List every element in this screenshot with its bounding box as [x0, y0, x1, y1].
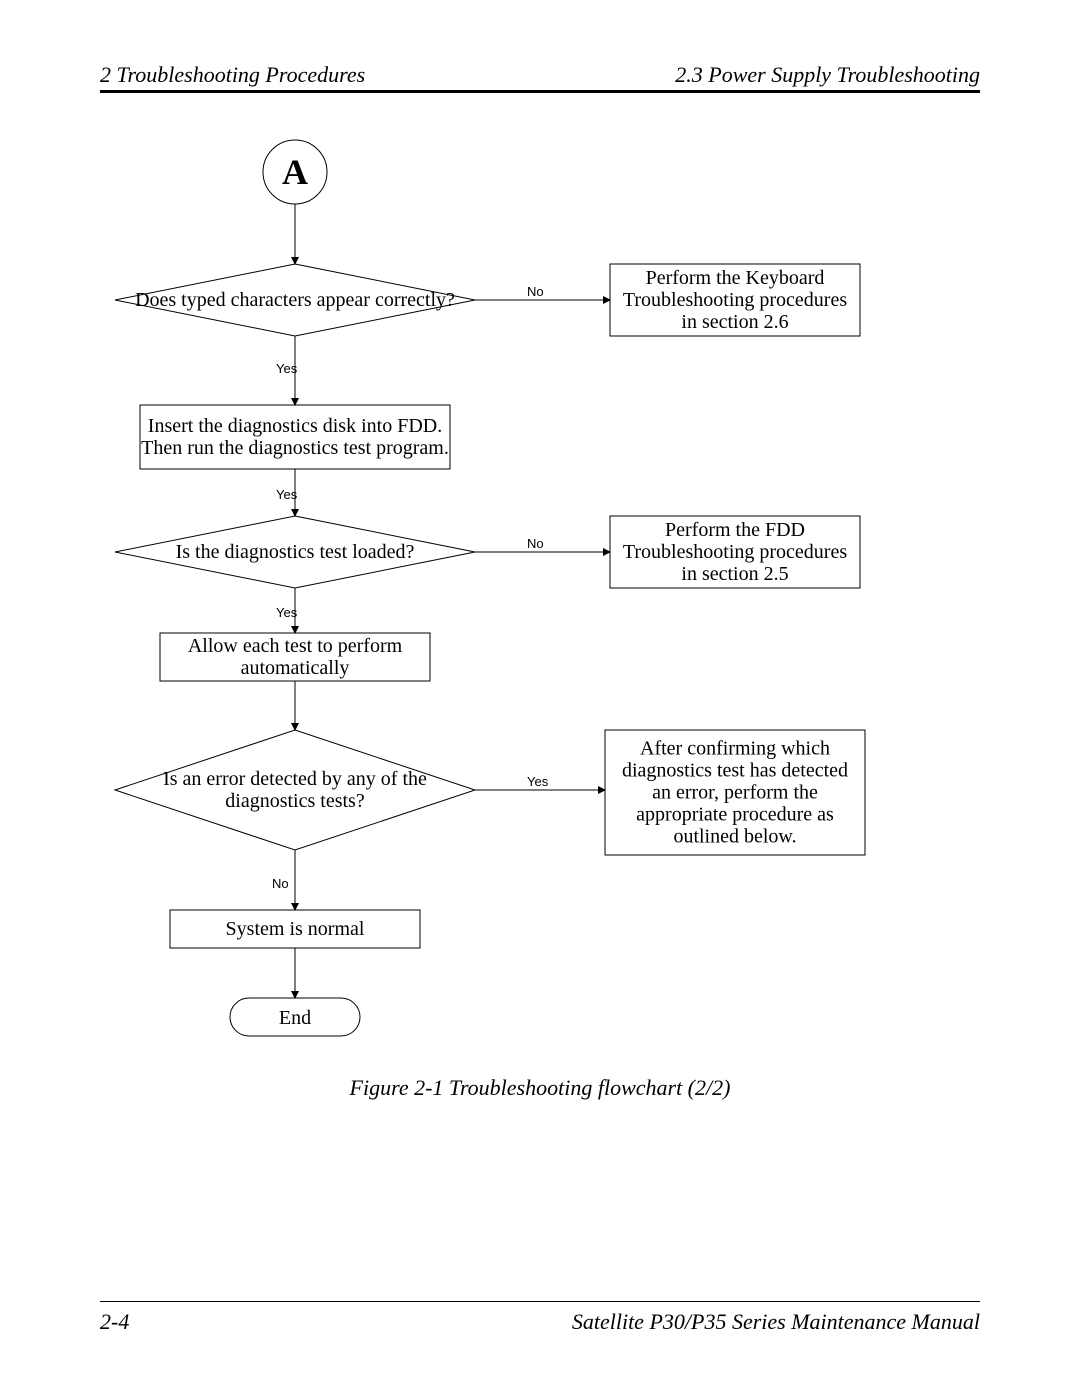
page: 2 Troubleshooting Procedures 2.3 Power S… [0, 0, 1080, 1397]
process-r3-text: appropriate procedure as [636, 804, 834, 826]
decision-d3-text: diagnostics tests? [225, 790, 365, 812]
process-p3-text: System is normal [226, 918, 365, 940]
edge-3-label: Yes [276, 605, 298, 620]
process-r2-text: in section 2.5 [681, 563, 788, 585]
process-p1-text: Then run the diagnostics test program. [141, 437, 449, 459]
edge-2-label: Yes [276, 487, 298, 502]
process-r3-text: diagnostics test has detected [622, 760, 848, 782]
page-header: 2 Troubleshooting Procedures 2.3 Power S… [100, 62, 980, 88]
edge-1-label: Yes [276, 361, 298, 376]
connector-a-label: A [282, 152, 308, 192]
process-r3-text: After confirming which [640, 738, 830, 760]
header-left: 2 Troubleshooting Procedures [100, 62, 365, 88]
decision-d3-text: Is an error detected by any of the [163, 768, 427, 790]
decision-d1-text: Does typed characters appear correctly? [135, 289, 455, 311]
header-right: 2.3 Power Supply Troubleshooting [675, 62, 980, 88]
figure-caption: Figure 2-1 Troubleshooting flowchart (2/… [0, 1075, 1080, 1101]
terminator-end-text: End [279, 1007, 311, 1029]
decision-d2-text: Is the diagnostics test loaded? [176, 541, 415, 563]
process-r2-text: Troubleshooting procedures [623, 541, 847, 563]
process-r1-text: Perform the Keyboard [646, 267, 825, 289]
process-r3-text: an error, perform the [652, 782, 818, 804]
process-p2-text: Allow each test to perform [188, 635, 403, 657]
process-r1-text: in section 2.6 [681, 311, 788, 333]
header-rule [100, 90, 980, 93]
process-r1-text: Troubleshooting procedures [623, 289, 847, 311]
edge-8-label: No [527, 536, 544, 551]
flowchart: A Does typed characters appear correctly?… [100, 120, 980, 1080]
edge-5-label: No [272, 876, 289, 891]
process-p2-text: automatically [241, 657, 350, 679]
edge-7-label: No [527, 284, 544, 299]
footer-right: Satellite P30/P35 Series Maintenance Man… [572, 1309, 980, 1335]
process-r3-text: outlined below. [673, 826, 796, 848]
process-r2-text: Perform the FDD [665, 519, 805, 541]
process-p1-text: Insert the diagnostics disk into FDD. [148, 415, 442, 437]
page-footer: 2-4 Satellite P30/P35 Series Maintenance… [100, 1309, 980, 1335]
edge-9-label: Yes [527, 774, 549, 789]
flowchart-svg: A Does typed characters appear correctly?… [100, 120, 980, 1080]
footer-rule [100, 1301, 980, 1302]
footer-left: 2-4 [100, 1309, 129, 1335]
